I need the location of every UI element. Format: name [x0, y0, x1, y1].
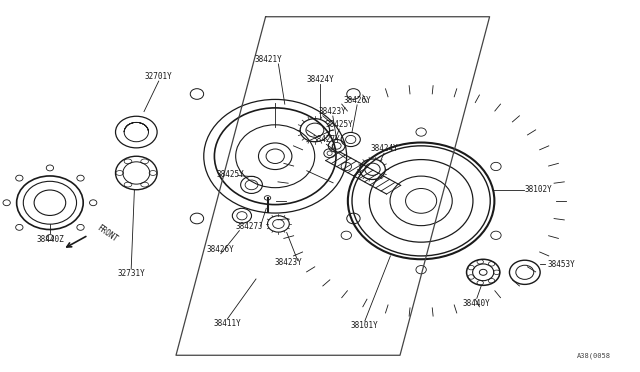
Text: 38453Y: 38453Y [547, 260, 575, 269]
Text: 38424Y: 38424Y [306, 76, 334, 84]
Text: 38440Y: 38440Y [463, 299, 491, 308]
Text: 38440Z: 38440Z [36, 235, 64, 244]
Text: 38426Y: 38426Y [343, 96, 371, 105]
Text: 38426Y: 38426Y [207, 245, 235, 254]
Text: 32701Y: 32701Y [145, 72, 173, 81]
Text: 38425Y: 38425Y [325, 120, 353, 129]
Text: FRONT: FRONT [95, 223, 119, 244]
Text: 38421Y: 38421Y [255, 55, 283, 64]
Text: 38411Y: 38411Y [213, 319, 241, 328]
Text: 38424Y: 38424Y [370, 144, 398, 153]
Text: 38423Y: 38423Y [319, 107, 347, 116]
Text: 38101Y: 38101Y [351, 321, 379, 330]
Text: 38423Y: 38423Y [274, 258, 302, 267]
Text: 38427J: 38427J [236, 222, 264, 231]
Text: 32731Y: 32731Y [117, 269, 145, 278]
Text: 38427Y: 38427Y [312, 135, 340, 144]
Text: 38102Y: 38102Y [525, 185, 552, 194]
Text: A38(0058: A38(0058 [577, 353, 611, 359]
Text: 38425Y: 38425Y [216, 170, 244, 179]
